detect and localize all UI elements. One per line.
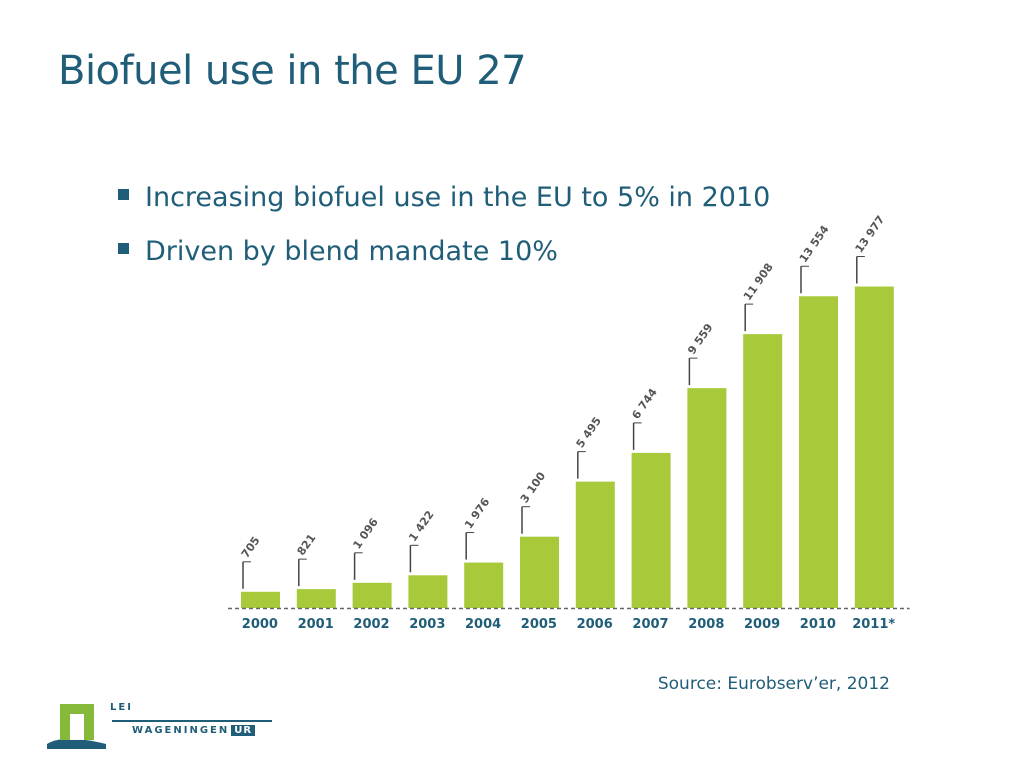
bar-2003 xyxy=(408,575,448,608)
x-tick-label: 2002 xyxy=(353,617,389,632)
value-label: 821 xyxy=(295,532,319,558)
bullet-text: Increasing biofuel use in the EU to 5% i… xyxy=(145,181,771,213)
bullet-list: Increasing biofuel use in the EU to 5% i… xyxy=(118,170,770,278)
bar-2008 xyxy=(687,388,727,608)
logo-divider xyxy=(112,720,272,722)
x-tick-label: 2009 xyxy=(744,617,780,632)
x-tick-label: 2001 xyxy=(298,617,334,632)
x-tick-label: 2000 xyxy=(242,617,278,632)
logo-name-text: WAGENINGEN UR xyxy=(132,725,256,736)
slide-title: Biofuel use in the EU 27 xyxy=(58,48,527,94)
value-label: 9 559 xyxy=(685,321,715,357)
square-bullet-icon xyxy=(118,242,129,254)
value-label: 3 100 xyxy=(518,469,549,505)
x-tick-label: 2010 xyxy=(800,617,836,632)
source-note: Source: Eurobserv’er, 2012 xyxy=(657,674,890,694)
x-tick-label: 2011* xyxy=(852,617,895,632)
bar-2006 xyxy=(575,481,615,608)
x-tick-label: 2006 xyxy=(577,617,613,632)
bullet-item: Driven by blend mandate 10% xyxy=(118,224,770,278)
bar-2007 xyxy=(631,452,671,608)
bar-2004 xyxy=(464,562,504,608)
bar-2000 xyxy=(241,591,280,608)
lei-wageningen-logo: LEI WAGENINGEN UR xyxy=(46,700,296,750)
wageningen-logo-icon xyxy=(47,704,106,749)
value-label: 1 976 xyxy=(462,495,493,531)
bar-2011* xyxy=(854,286,894,608)
value-label: 11 908 xyxy=(741,261,776,303)
x-tick-label: 2005 xyxy=(521,617,557,632)
value-label: 705 xyxy=(239,534,263,560)
x-tick-label: 2003 xyxy=(409,617,445,632)
value-label: 5 495 xyxy=(574,415,604,451)
bar-2010 xyxy=(799,296,838,608)
bullet-item: Increasing biofuel use in the EU to 5% i… xyxy=(118,170,770,224)
value-label: 13 554 xyxy=(797,223,832,265)
x-tick-label: 2007 xyxy=(632,617,668,632)
value-label: 1 096 xyxy=(350,516,381,552)
value-label: 13 977 xyxy=(853,213,888,255)
logo-name: WAGENINGEN xyxy=(132,725,230,736)
logo-lei-text: LEI xyxy=(110,702,133,713)
x-tick-label: 2008 xyxy=(688,617,724,632)
x-tick-label: 2004 xyxy=(465,617,501,632)
value-label: 1 422 xyxy=(406,508,436,544)
square-bullet-icon xyxy=(118,188,129,200)
bullet-text: Driven by blend mandate 10% xyxy=(145,235,558,267)
value-label: 6 744 xyxy=(629,386,660,422)
bar-2005 xyxy=(520,536,559,608)
bar-2001 xyxy=(296,589,336,608)
logo-ur-badge: UR xyxy=(231,725,256,736)
bar-2002 xyxy=(352,582,392,608)
bar-2009 xyxy=(743,334,783,608)
